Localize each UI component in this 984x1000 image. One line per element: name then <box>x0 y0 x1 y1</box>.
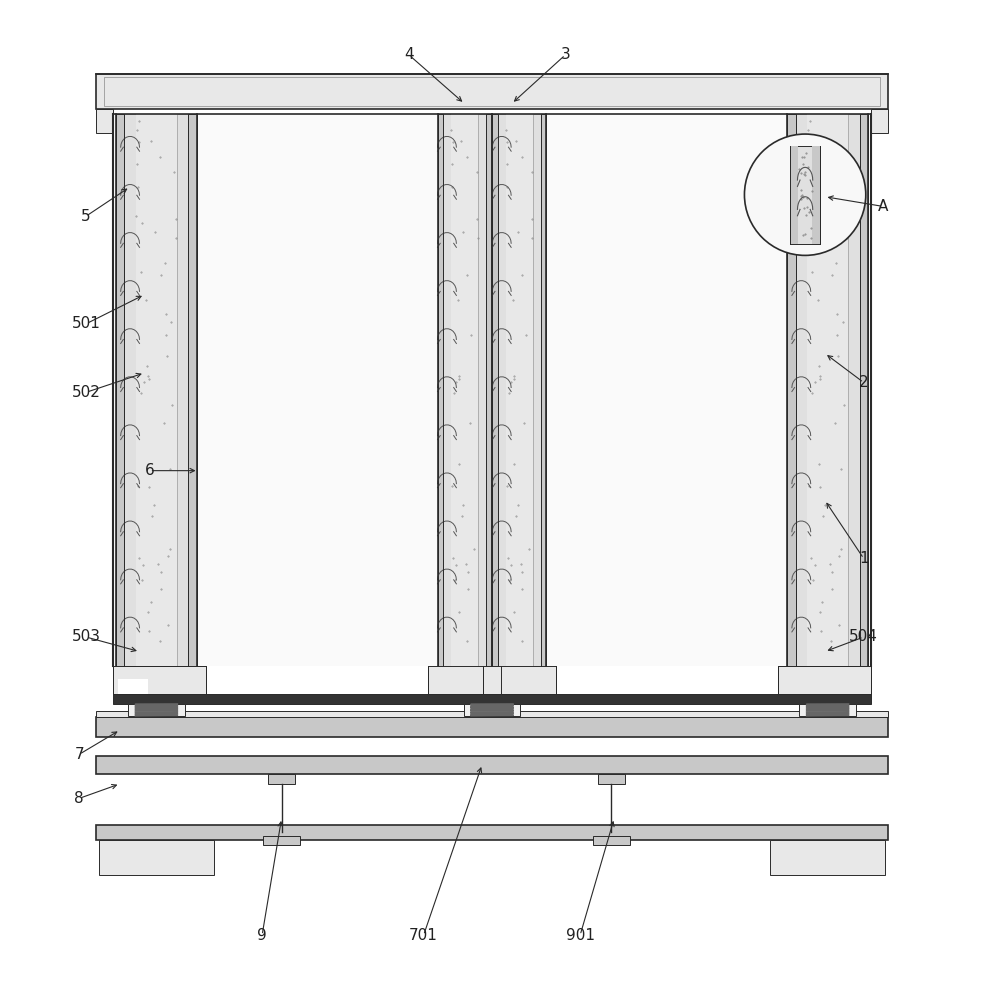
Text: 7: 7 <box>74 747 84 762</box>
Bar <box>597 774 625 784</box>
Bar <box>592 836 630 845</box>
Bar <box>812 146 820 244</box>
Bar <box>795 114 807 666</box>
Bar <box>541 114 546 666</box>
Bar <box>498 114 506 666</box>
Bar <box>871 109 889 133</box>
Bar <box>428 666 501 694</box>
Bar <box>486 114 492 666</box>
Bar <box>787 114 868 666</box>
Bar <box>790 146 798 244</box>
Bar <box>95 711 889 717</box>
Bar <box>492 114 546 666</box>
Bar <box>478 114 486 666</box>
Text: 4: 4 <box>404 47 413 62</box>
Text: 501: 501 <box>72 316 100 331</box>
Bar <box>116 114 197 666</box>
Bar <box>177 114 189 666</box>
Bar <box>492 114 498 666</box>
Bar <box>95 109 113 133</box>
Bar <box>118 679 148 694</box>
Bar <box>189 114 197 666</box>
Bar <box>443 114 451 666</box>
Bar <box>483 666 556 694</box>
Bar <box>95 825 889 840</box>
Bar <box>124 114 136 666</box>
Text: 504: 504 <box>849 629 879 644</box>
Text: 8: 8 <box>74 791 84 806</box>
Bar <box>116 114 124 666</box>
Text: 901: 901 <box>566 928 594 943</box>
Bar <box>98 840 215 875</box>
Bar <box>506 114 533 666</box>
Bar <box>807 114 848 666</box>
Text: 2: 2 <box>859 375 869 390</box>
Bar <box>113 694 871 704</box>
Bar <box>848 114 860 666</box>
Bar <box>136 114 177 666</box>
Bar <box>799 704 856 716</box>
Text: 5: 5 <box>81 209 91 224</box>
Text: 6: 6 <box>145 463 154 478</box>
Bar <box>438 114 443 666</box>
Text: 502: 502 <box>72 385 100 400</box>
Bar <box>463 704 521 716</box>
Bar <box>790 146 820 244</box>
Text: 503: 503 <box>72 629 100 644</box>
Bar <box>95 717 889 737</box>
Bar <box>95 74 889 109</box>
Bar <box>263 836 300 845</box>
Bar <box>194 114 787 666</box>
Text: A: A <box>878 199 889 214</box>
Bar <box>95 756 889 774</box>
Bar <box>268 774 295 784</box>
Bar <box>438 114 492 666</box>
Text: 701: 701 <box>409 928 438 943</box>
Bar <box>533 114 541 666</box>
Bar <box>128 704 185 716</box>
Bar <box>451 114 478 666</box>
Text: 9: 9 <box>257 928 267 943</box>
Bar <box>787 114 795 666</box>
Bar <box>860 114 868 666</box>
Bar <box>769 840 886 875</box>
Text: 1: 1 <box>859 551 869 566</box>
Bar <box>777 666 871 694</box>
Bar <box>103 77 881 106</box>
Text: 3: 3 <box>561 47 571 62</box>
Circle shape <box>745 134 866 255</box>
Bar <box>113 666 207 694</box>
